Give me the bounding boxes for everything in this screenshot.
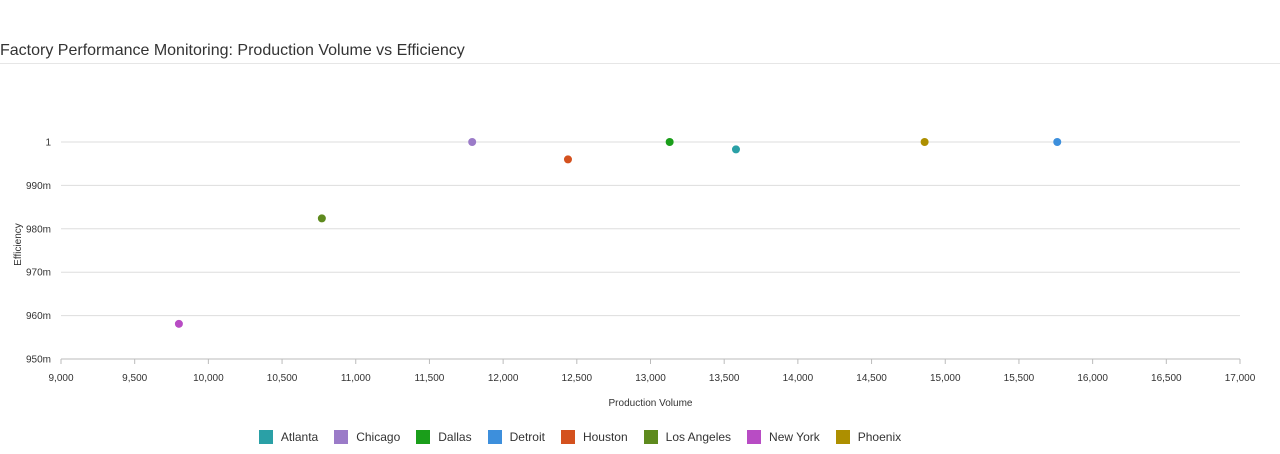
x-tick-label: 12,500 <box>562 373 593 384</box>
legend-item-houston[interactable]: Houston <box>560 430 628 444</box>
y-tick-labels: 950m 960m 970m 980m 990m 1 <box>26 138 51 366</box>
legend-label: Los Angeles <box>665 430 732 444</box>
x-tick-label: 15,000 <box>930 373 961 384</box>
y-tick-label: 1 <box>45 138 51 149</box>
legend-swatch <box>487 430 502 444</box>
x-tick-label: 17,000 <box>1225 373 1256 384</box>
data-point-chicago[interactable] <box>468 138 477 146</box>
legend-label: Dallas <box>438 430 472 444</box>
data-point-houston[interactable] <box>563 155 572 164</box>
legend-swatch <box>560 430 575 444</box>
legend-item-dallas[interactable]: Dallas <box>416 430 472 444</box>
y-tick-label: 960m <box>26 311 51 322</box>
y-tick-label: 990m <box>26 181 51 192</box>
y-axis-label: Efficiency <box>13 223 24 266</box>
x-tick-label: 16,000 <box>1077 373 1108 384</box>
x-tick-label: 11,500 <box>415 373 445 384</box>
data-points <box>174 138 1062 328</box>
x-tick-label: 14,000 <box>783 373 814 384</box>
legend-swatch <box>835 430 850 444</box>
legend-label: Phoenix <box>857 430 902 444</box>
legend-swatch <box>258 430 273 444</box>
chart-title: Factory Performance Monitoring: Producti… <box>0 42 465 59</box>
legend-item-atlanta[interactable]: Atlanta <box>258 430 319 444</box>
data-point-los-angeles[interactable] <box>317 214 326 223</box>
y-tick-label: 950m <box>26 355 51 366</box>
legend-swatch <box>416 430 431 444</box>
legend-swatch <box>643 430 658 444</box>
legend-label: New York <box>769 430 820 444</box>
data-point-new-york[interactable] <box>174 319 183 328</box>
x-tick-labels: 9,000 9,500 10,000 10,500 11,000 11,500 12,000… <box>48 373 1255 384</box>
title-divider <box>0 63 1280 64</box>
x-tick-label: 16,500 <box>1151 373 1182 384</box>
data-point-detroit[interactable] <box>1053 138 1062 146</box>
legend-label: Atlanta <box>280 430 319 444</box>
x-tick-label: 9,500 <box>122 373 147 384</box>
x-tick-label: 11,000 <box>341 373 371 384</box>
legend-swatch <box>334 430 349 444</box>
legend-item-new-york[interactable]: New York <box>747 430 820 444</box>
legend-item-los-angeles[interactable]: Los Angeles <box>643 430 732 444</box>
x-tick-label: 10,000 <box>193 373 224 384</box>
x-tick-label: 10,500 <box>267 373 298 384</box>
grid-lines <box>61 141 1240 317</box>
legend: Atlanta Chicago Dallas Detroit Houston Los An… <box>0 430 1160 447</box>
data-point-atlanta[interactable] <box>731 145 740 154</box>
data-point-phoenix[interactable] <box>920 138 929 146</box>
y-tick-label: 980m <box>26 224 51 235</box>
x-tick-label: 9,000 <box>48 373 73 384</box>
legend-swatch <box>747 430 762 444</box>
y-tick-label: 970m <box>26 268 51 279</box>
x-tick-label: 14,500 <box>856 373 887 384</box>
x-axis-label: Production Volume <box>609 398 693 409</box>
x-tick-label: 13,000 <box>635 373 666 384</box>
legend-item-chicago[interactable]: Chicago <box>334 430 400 444</box>
legend-label: Detroit <box>509 430 545 444</box>
x-tick-label: 13,500 <box>709 373 740 384</box>
legend-label: Houston <box>582 430 628 444</box>
legend-item-detroit[interactable]: Detroit <box>487 430 545 444</box>
data-point-dallas[interactable] <box>665 138 674 146</box>
x-tick-label: 12,000 <box>488 373 519 384</box>
legend-item-phoenix[interactable]: Phoenix <box>835 430 902 444</box>
legend-label: Chicago <box>356 430 401 444</box>
x-tick-label: 15,500 <box>1004 373 1035 384</box>
axes <box>60 358 1241 364</box>
